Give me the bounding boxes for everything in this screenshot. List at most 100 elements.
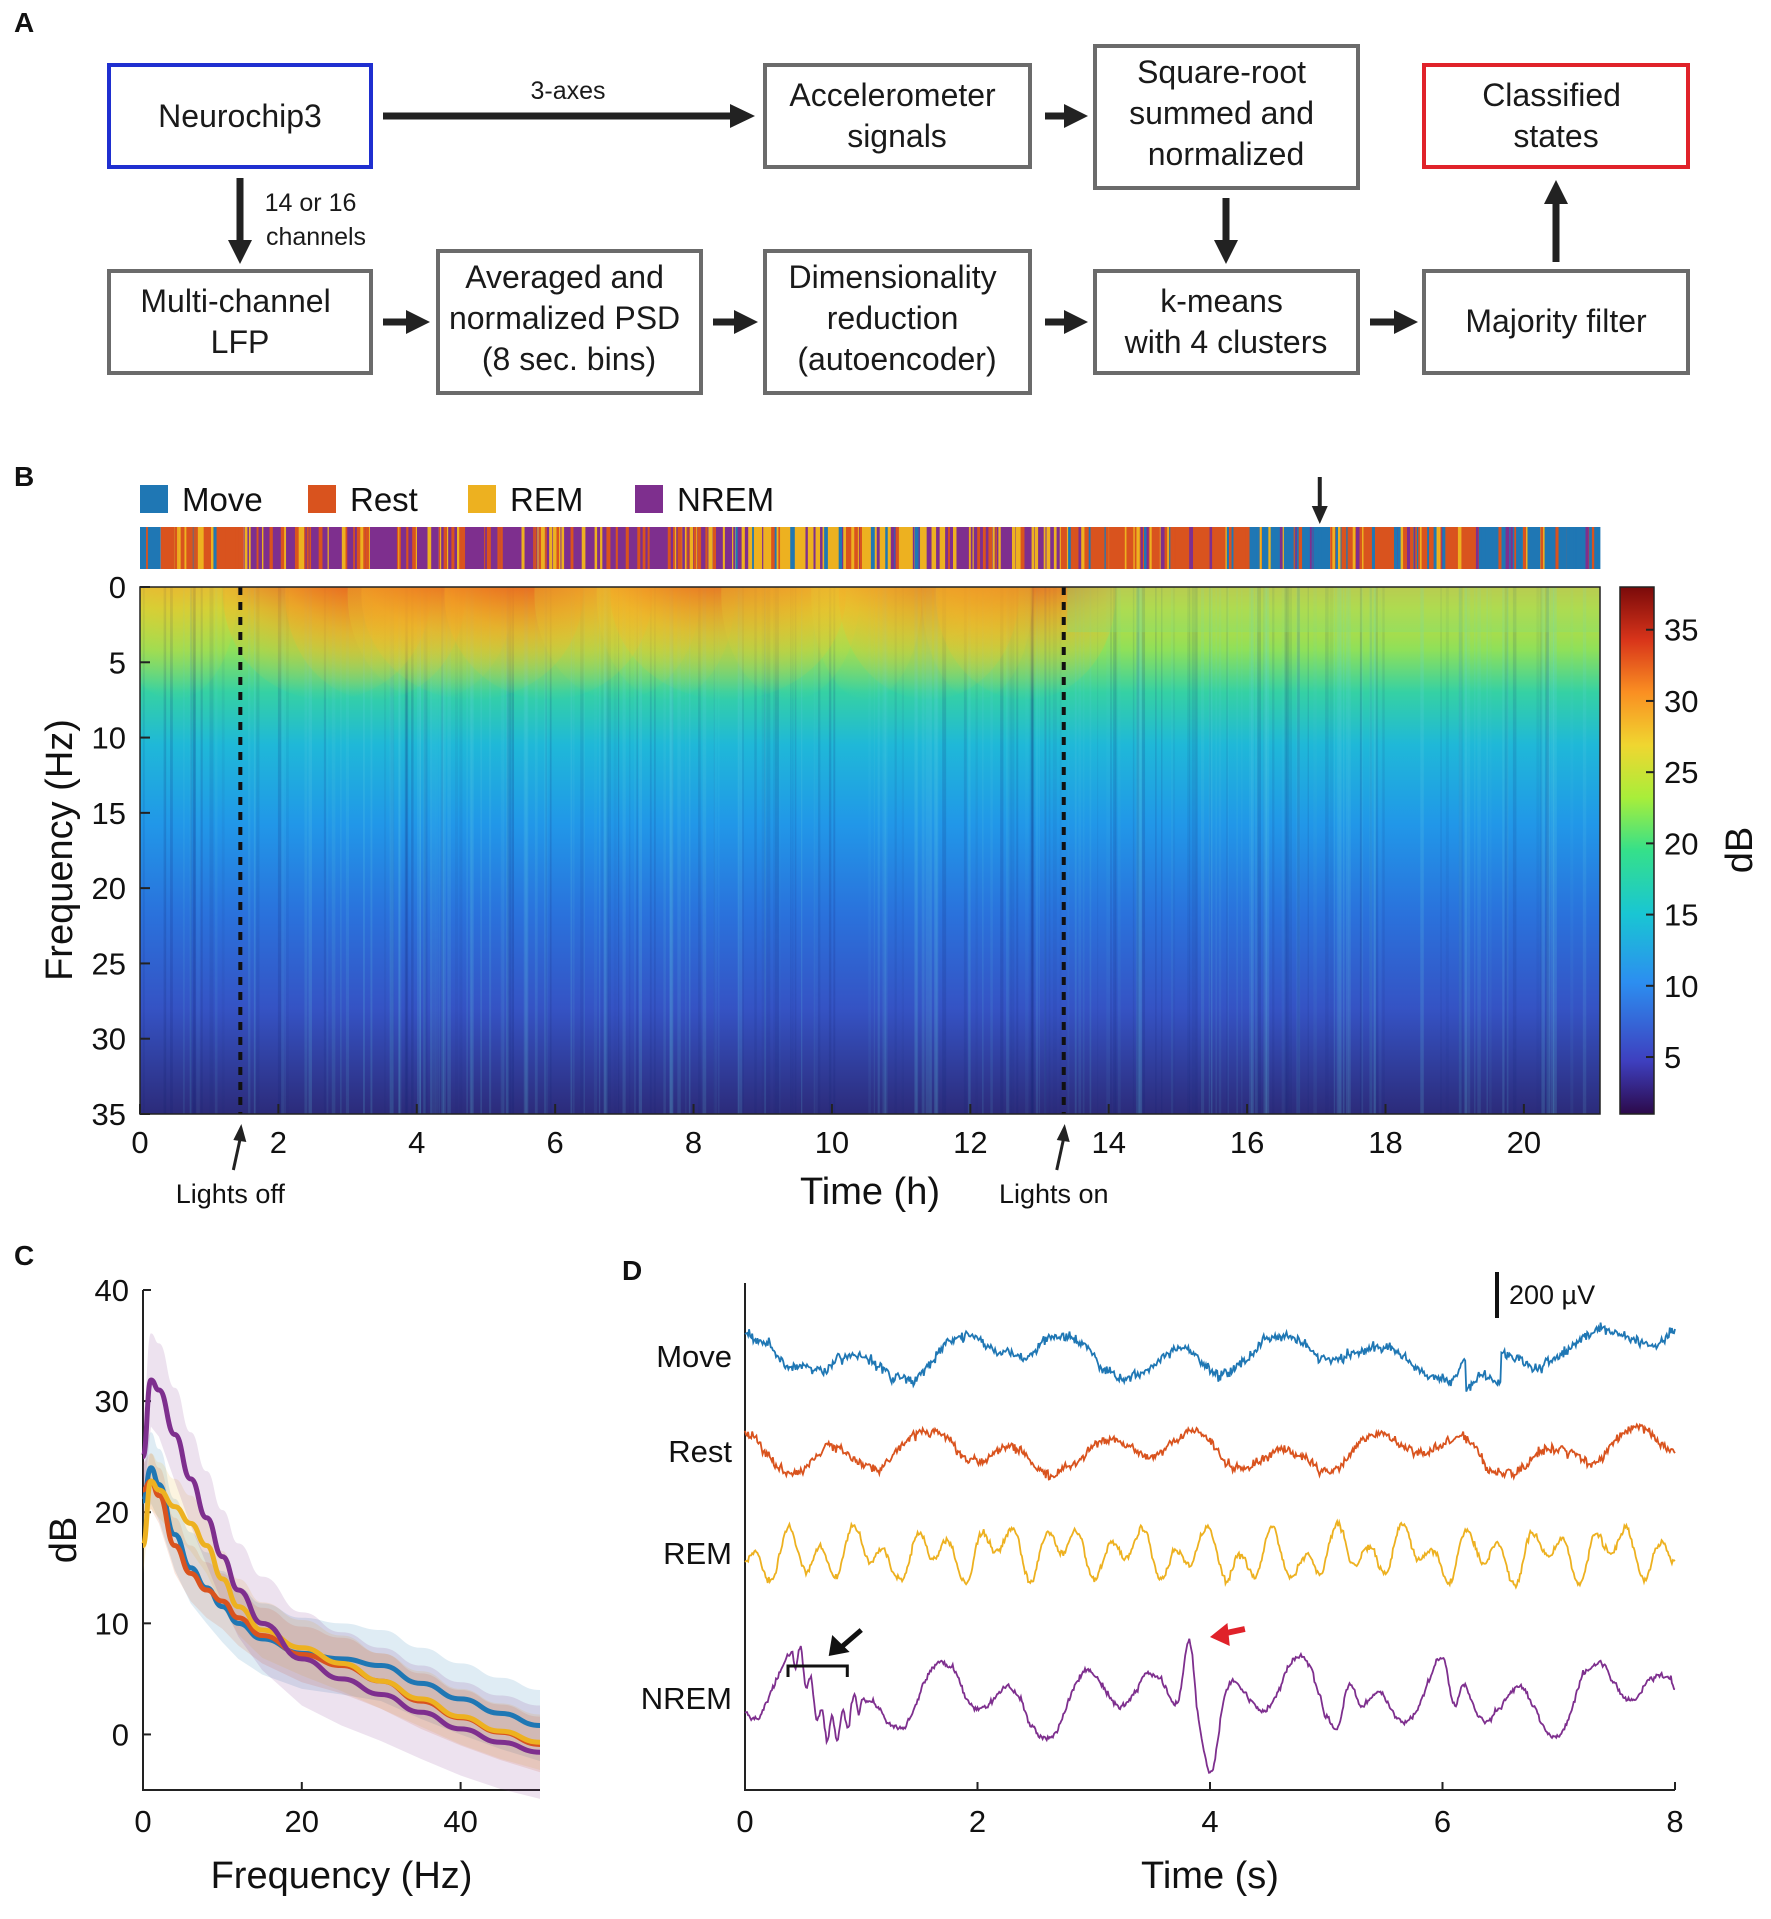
spectrogram-streak: [1025, 587, 1029, 1114]
state-legend: Move Rest REM NREM: [140, 481, 774, 518]
state-flicker: [1226, 527, 1229, 569]
y-tick-label: 0: [109, 570, 126, 605]
spectrogram-streak: [545, 587, 547, 1114]
state-flicker: [845, 527, 850, 569]
state-flicker: [303, 527, 306, 569]
y-tick-label: 30: [92, 1022, 126, 1057]
spectrogram-streak: [1342, 587, 1345, 1114]
spectrogram-streak: [1325, 587, 1329, 1114]
classified-text: Classified states: [1482, 77, 1630, 154]
state-flicker: [1015, 527, 1018, 569]
state-flicker: [912, 527, 915, 569]
spectrogram-streak: [1379, 587, 1382, 1114]
spectrogram-streak: [766, 587, 771, 1114]
state-flicker: [356, 527, 361, 569]
spectrogram-streak: [1250, 587, 1255, 1114]
state-flicker: [1011, 527, 1016, 569]
psd-band-move: [143, 1432, 540, 1762]
spectrogram-streak: [942, 587, 947, 1114]
state-flicker: [1555, 527, 1559, 569]
spectrogram-streak: [363, 587, 365, 1114]
spectrogram-streak: [894, 587, 897, 1114]
spectrogram-streak: [1029, 587, 1034, 1114]
legend-label-rest: Rest: [350, 481, 418, 518]
spectrogram-streak: [1170, 587, 1174, 1114]
lfp-traces: 0 2 4 6 8 Time (s) 200 µV Move Rest REM NREM: [641, 1272, 1684, 1897]
state-flicker: [555, 527, 559, 569]
state-flicker: [1059, 527, 1061, 569]
spectrogram-streak: [1010, 587, 1015, 1114]
state-flicker: [280, 527, 285, 569]
spectrogram-streak: [1078, 587, 1082, 1114]
spectrogram-streak: [1338, 587, 1342, 1114]
state-flicker: [667, 527, 671, 569]
marker-arrow-head: [1311, 506, 1328, 524]
psd-x-tick-label: 40: [443, 1804, 477, 1839]
spectrogram-streak: [1044, 587, 1047, 1114]
state-flicker: [1585, 527, 1589, 569]
legend-label-nrem: NREM: [677, 481, 774, 518]
legend-label-rem: REM: [510, 481, 583, 518]
state-flicker: [1597, 527, 1601, 569]
sqrt-text: Square-root summed and normalized: [1129, 54, 1323, 172]
state-flicker: [859, 527, 862, 569]
spectrogram-streak: [163, 587, 167, 1114]
state-flicker: [1498, 527, 1502, 569]
state-flicker: [175, 527, 179, 569]
spectrogram-streak: [583, 587, 585, 1114]
spectrogram-streak: [248, 587, 250, 1114]
state-flicker: [457, 527, 460, 569]
spectrogram-streak: [663, 587, 666, 1114]
y-tick-label: 35: [92, 1097, 126, 1132]
state-flicker: [791, 527, 795, 569]
spectrogram-streak: [1006, 587, 1010, 1114]
legend-swatch-move: [140, 485, 168, 513]
state-flicker: [1108, 527, 1110, 569]
spectrogram-streak: [1550, 587, 1555, 1114]
state-flicker: [1520, 527, 1523, 569]
spectrogram-streak: [968, 587, 971, 1114]
spectrogram-streak: [189, 587, 192, 1114]
spectrogram-streak: [1489, 587, 1492, 1114]
spectrogram-streak: [1547, 587, 1550, 1114]
spectrogram-streak: [1226, 587, 1228, 1114]
spectrogram-streak: [1035, 587, 1039, 1114]
panel-label-c: C: [14, 1240, 34, 1271]
spectrogram-streak: [411, 587, 414, 1114]
spectrogram-streak: [209, 587, 214, 1114]
state-bar: [140, 527, 1601, 569]
spectrogram-streak: [1188, 587, 1191, 1114]
trace-label-rem: REM: [663, 1536, 732, 1571]
spectrogram-streak: [877, 587, 880, 1114]
state-flicker: [689, 527, 694, 569]
spectrogram-streak: [214, 587, 218, 1114]
state-flicker: [1510, 527, 1513, 569]
spectrogram-streak: [982, 587, 984, 1114]
spectrogram-streak: [1336, 587, 1339, 1114]
spectrogram-streak: [1044, 587, 1047, 1114]
state-flicker: [1346, 527, 1348, 569]
state-flicker: [1445, 527, 1449, 569]
colorbar-tick-label: 10: [1664, 969, 1698, 1004]
spectrogram-streak: [308, 587, 312, 1114]
spectrogram-power-blob: [140, 587, 237, 700]
spectrogram-streak: [738, 587, 743, 1114]
state-flicker: [345, 527, 348, 569]
spectrogram-streak: [1007, 587, 1012, 1114]
state-flicker: [647, 527, 650, 569]
state-flicker: [398, 527, 400, 569]
state-flicker: [1063, 527, 1065, 569]
state-flicker: [674, 527, 677, 569]
spectrogram-streak: [441, 587, 445, 1114]
spectrogram-streak: [901, 587, 904, 1114]
state-segment-rem: [735, 527, 957, 569]
spectrogram-streak: [1106, 587, 1111, 1114]
state-flicker: [427, 527, 432, 569]
state-flicker: [762, 527, 764, 569]
spectrogram-streak: [1486, 587, 1488, 1114]
spectrogram-streak: [1200, 587, 1205, 1114]
state-flicker: [1362, 527, 1364, 569]
spectrogram-streak: [429, 587, 433, 1114]
spectrogram-streak: [873, 587, 875, 1114]
colorbar-tick-label: 20: [1664, 826, 1698, 861]
